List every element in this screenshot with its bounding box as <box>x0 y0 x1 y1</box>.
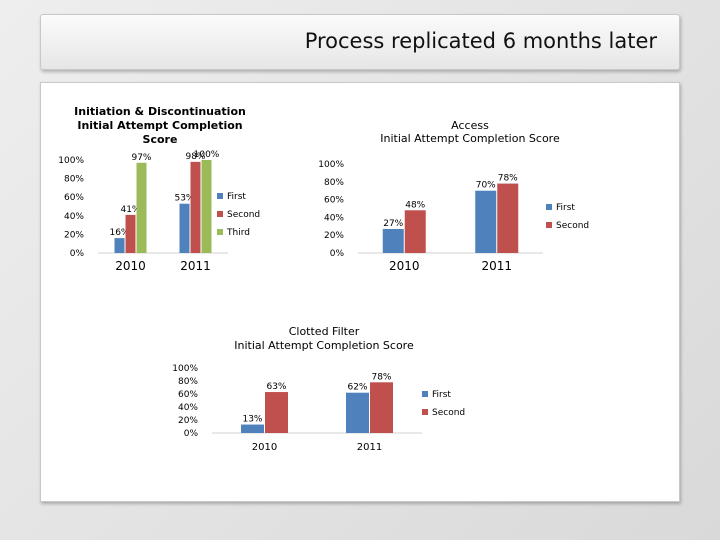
y-tick-label: 0% <box>184 429 199 439</box>
chart-title-line: Initial Attempt Completion <box>77 119 242 132</box>
chart-title-line: Score <box>143 133 178 146</box>
bar-first-2011 <box>179 203 190 253</box>
data-label: 48% <box>405 200 425 210</box>
y-tick-label: 0% <box>70 249 85 259</box>
data-label: 63% <box>266 382 286 392</box>
y-tick-label: 60% <box>178 390 198 400</box>
legend-label: Second <box>227 210 260 220</box>
data-label: 78% <box>371 372 391 382</box>
y-tick-label: 20% <box>64 230 84 240</box>
data-label: 98% <box>185 152 205 162</box>
x-tick-label: 2011 <box>481 259 512 273</box>
y-tick-label: 40% <box>178 403 198 413</box>
legend-label: First <box>227 192 246 202</box>
y-tick-label: 60% <box>64 193 84 203</box>
data-label: 13% <box>242 415 262 425</box>
bar-second-2010 <box>125 214 136 253</box>
x-tick-label: 2010 <box>252 442 277 453</box>
bar-first-2010 <box>382 228 404 253</box>
chart-title-line: Clotted Filter <box>289 325 360 338</box>
bar-second-2010 <box>404 210 426 253</box>
legend-swatch <box>217 193 223 199</box>
y-tick-label: 40% <box>324 213 344 223</box>
chart-title-line: Access <box>451 119 489 132</box>
y-tick-label: 100% <box>58 156 84 166</box>
data-label: 41% <box>120 205 140 215</box>
y-tick-label: 0% <box>330 249 345 259</box>
bar-first-2011 <box>346 392 369 433</box>
legend-label: Third <box>226 228 250 238</box>
bar-third-2010 <box>136 162 147 253</box>
legend-label: First <box>556 203 575 213</box>
y-tick-label: 80% <box>64 175 84 185</box>
y-tick-label: 20% <box>324 231 344 241</box>
legend-label: Second <box>556 221 589 231</box>
x-tick-label: 2011 <box>357 442 382 453</box>
slide-title-bar: Process replicated 6 months later <box>40 14 680 70</box>
x-tick-label: 2011 <box>180 259 211 273</box>
slide-title: Process replicated 6 months later <box>304 29 657 53</box>
bar-first-2010 <box>114 238 125 253</box>
data-label: 78% <box>498 174 518 184</box>
legend-swatch <box>217 211 223 217</box>
bar-second-2011 <box>190 161 201 253</box>
bar-first-2011 <box>475 190 497 253</box>
y-tick-label: 100% <box>172 364 198 374</box>
x-tick-label: 2010 <box>115 259 146 273</box>
x-tick-label: 2010 <box>389 259 420 273</box>
y-tick-label: 80% <box>178 377 198 387</box>
legend-swatch <box>422 391 428 397</box>
bar-third-2011 <box>201 160 212 253</box>
bar-first-2010 <box>241 424 264 433</box>
data-label: 97% <box>131 153 151 163</box>
data-label: 100% <box>194 150 220 160</box>
data-label: 27% <box>383 219 403 229</box>
y-tick-label: 40% <box>64 212 84 222</box>
y-tick-label: 100% <box>318 160 344 170</box>
y-tick-label: 80% <box>324 178 344 188</box>
legend-label: Second <box>432 408 465 418</box>
chart-title-line: Initial Attempt Completion Score <box>234 339 414 352</box>
legend-label: First <box>432 390 451 400</box>
y-tick-label: 20% <box>178 416 198 426</box>
data-label: 70% <box>476 181 496 191</box>
chart-title-line: Initial Attempt Completion Score <box>380 132 560 145</box>
legend-swatch <box>546 222 552 228</box>
y-tick-label: 60% <box>324 196 344 206</box>
data-label: 16% <box>109 228 129 238</box>
bar-second-2011 <box>370 382 393 433</box>
legend-swatch <box>422 409 428 415</box>
bar-second-2011 <box>497 183 519 253</box>
legend-swatch <box>546 204 552 210</box>
bar-second-2010 <box>265 392 288 433</box>
legend-swatch <box>217 229 223 235</box>
chart-title-line: Initiation & Discontinuation <box>74 105 246 118</box>
data-label: 53% <box>174 194 194 204</box>
data-label: 62% <box>347 383 367 393</box>
